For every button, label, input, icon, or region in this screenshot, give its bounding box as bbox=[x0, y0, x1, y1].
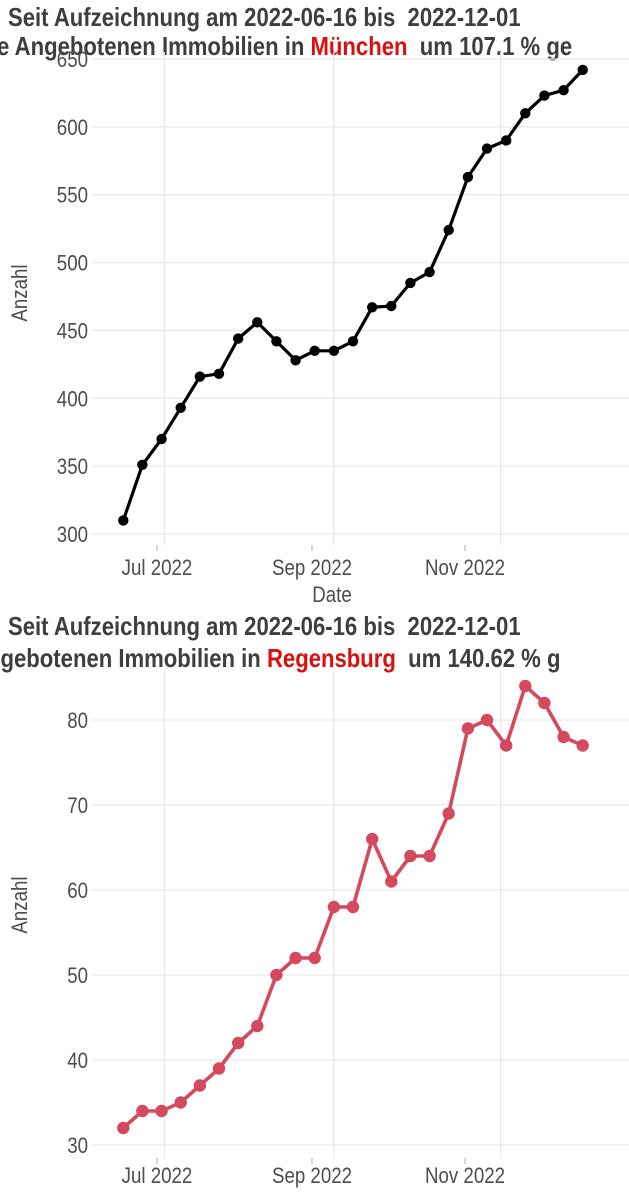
x-tick-label: Jul 2022 bbox=[122, 1165, 193, 1189]
chart-muenchen: Seit Aufzeichnung am 2022-06-16 bis 2022… bbox=[0, 2, 629, 608]
data-point bbox=[576, 739, 589, 752]
chart-regensburg: Seit Aufzeichnung am 2022-06-16 bis 2022… bbox=[0, 605, 629, 1200]
data-point bbox=[405, 277, 416, 289]
chart-title: Seit Aufzeichnung am 2022-06-16 bis 2022… bbox=[8, 2, 521, 32]
x-tick-label: Nov 2022 bbox=[425, 1165, 505, 1189]
y-tick-label: 500 bbox=[57, 252, 88, 276]
data-point bbox=[519, 679, 532, 693]
y-axis-title: Anzahl bbox=[9, 876, 33, 933]
x-tick-label: Sep 2022 bbox=[272, 557, 352, 581]
data-point bbox=[367, 302, 378, 313]
data-point bbox=[271, 336, 282, 347]
chart-title: Seit Aufzeichnung am 2022-06-16 bis 2022… bbox=[8, 611, 521, 641]
y-tick-label: 50 bbox=[67, 965, 88, 989]
data-point bbox=[404, 849, 417, 863]
subtitle-suffix: um 140.62 % g bbox=[395, 643, 561, 673]
y-tick-label: 400 bbox=[57, 388, 88, 412]
data-point bbox=[442, 807, 455, 820]
data-point bbox=[156, 433, 167, 445]
data-point bbox=[327, 900, 341, 914]
data-point bbox=[175, 402, 186, 413]
chart-subtitle: e Angebotenen Immobilien in München um 1… bbox=[0, 31, 572, 61]
y-tick-label: 650 bbox=[57, 49, 88, 73]
data-point bbox=[481, 143, 493, 154]
x-tick-label: Nov 2022 bbox=[425, 557, 505, 581]
chart-subtitle: ngebotenen Immobilien in Regensburg um 1… bbox=[0, 643, 560, 673]
data-point bbox=[461, 722, 475, 735]
data-point bbox=[232, 1036, 245, 1050]
data-point bbox=[500, 739, 513, 752]
data-point bbox=[118, 515, 129, 526]
data-point bbox=[174, 1096, 187, 1109]
x-axis-title: Date bbox=[312, 584, 351, 608]
data-point bbox=[212, 1062, 226, 1075]
data-point bbox=[366, 832, 379, 846]
y-tick-label: 550 bbox=[57, 184, 88, 208]
data-point bbox=[290, 355, 301, 366]
y-tick-label: 350 bbox=[57, 456, 88, 480]
y-tick-label: 60 bbox=[67, 880, 88, 904]
data-point bbox=[328, 345, 340, 356]
data-point bbox=[520, 108, 531, 119]
y-tick-label: 600 bbox=[57, 117, 88, 141]
data-point bbox=[193, 1079, 207, 1092]
data-point bbox=[308, 951, 321, 965]
data-point bbox=[270, 968, 283, 982]
line-plot-muenchen: 300 350 400 450 500 550 600 650 Jul 2022 Sep 2022… bbox=[9, 49, 629, 608]
data-point bbox=[462, 171, 474, 183]
data-point bbox=[539, 90, 550, 101]
data-point bbox=[194, 371, 206, 382]
y-tick-label: 40 bbox=[67, 1050, 88, 1074]
data-point bbox=[213, 368, 225, 379]
subtitle-prefix: ngebotenen Immobilien in bbox=[0, 643, 267, 673]
data-point bbox=[117, 1121, 130, 1135]
data-point bbox=[558, 85, 569, 96]
data-point bbox=[443, 224, 454, 236]
data-point bbox=[155, 1104, 168, 1118]
data-point bbox=[289, 951, 302, 965]
x-tick-label: Sep 2022 bbox=[272, 1165, 352, 1189]
data-point bbox=[309, 345, 320, 356]
data-point bbox=[501, 135, 512, 146]
data-point bbox=[252, 317, 263, 328]
data-point bbox=[538, 696, 551, 710]
subtitle-city-muenchen: München bbox=[310, 31, 408, 61]
subtitle-suffix: um 107.1 % ge bbox=[407, 31, 573, 61]
data-point bbox=[424, 266, 435, 278]
data-point bbox=[385, 875, 398, 888]
data-point bbox=[137, 459, 148, 470]
data-point bbox=[346, 900, 360, 914]
data-point bbox=[136, 1104, 149, 1118]
y-tick-label: 70 bbox=[67, 795, 88, 819]
x-tick-label: Jul 2022 bbox=[122, 557, 193, 581]
trend-line bbox=[121, 68, 585, 523]
line-plot-regensburg: 30 40 50 60 70 80 Jul 2022 Sep 2022 Nov 2022 Anza… bbox=[9, 671, 629, 1189]
y-tick-label: 300 bbox=[57, 524, 88, 548]
y-tick-label: 30 bbox=[67, 1135, 88, 1159]
data-point bbox=[577, 64, 588, 76]
y-axis-title: Anzahl bbox=[9, 264, 33, 321]
data-point bbox=[423, 849, 436, 863]
data-point bbox=[233, 333, 244, 344]
data-point bbox=[347, 336, 359, 347]
data-point bbox=[557, 730, 570, 744]
subtitle-city-regensburg: Regensburg bbox=[266, 643, 396, 673]
y-tick-label: 450 bbox=[57, 320, 88, 344]
data-point bbox=[386, 300, 397, 312]
y-tick-label: 80 bbox=[67, 710, 88, 734]
subtitle-prefix: e Angebotenen Immobilien in bbox=[0, 31, 311, 61]
data-point bbox=[251, 1019, 264, 1033]
data-point bbox=[480, 713, 494, 727]
